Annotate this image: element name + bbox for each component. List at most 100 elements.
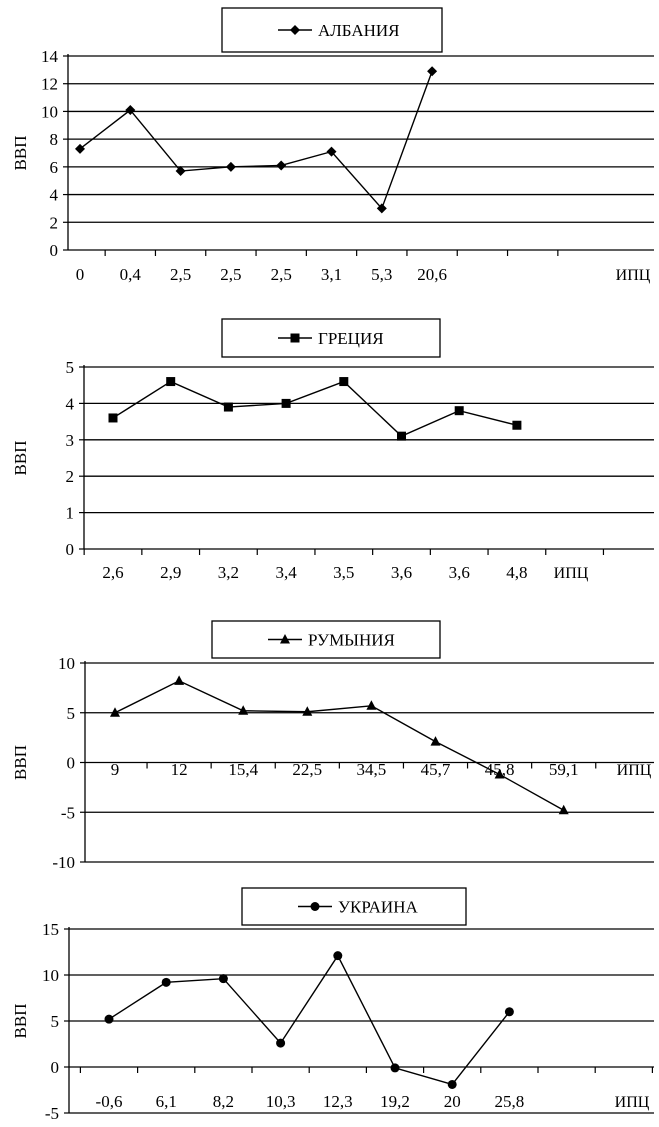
y-tick-label: 0: [66, 540, 75, 559]
x-tick-label: 12: [171, 760, 188, 779]
y-tick-label: 10: [58, 654, 75, 673]
y-tick-label: 0: [50, 241, 59, 260]
y-axis-label: ВВП: [11, 441, 30, 476]
y-tick-label: 10: [42, 966, 59, 985]
y-tick-label: 8: [50, 130, 59, 149]
data-point: [390, 1063, 400, 1073]
data-point: [225, 161, 236, 172]
series-line: [112, 380, 518, 437]
y-axis-label: ВВП: [11, 1004, 30, 1039]
x-tick-label: 2,5: [271, 265, 292, 284]
y-tick-label: 4: [50, 186, 59, 205]
data-point: [454, 406, 464, 416]
y-tick-label: 2: [66, 467, 75, 486]
legend: УКРАИНА: [241, 887, 467, 926]
series-line: [79, 71, 433, 210]
data-point: [276, 160, 287, 171]
x-tick-label: 34,5: [357, 760, 387, 779]
chart-4: -5 0 5 10 15 -0,6 6,1 8,2 10,3 12,3 19,2 20 25,8 ИПЦ В…: [11, 887, 654, 1123]
data-point: [125, 105, 136, 116]
y-tick-label: -10: [52, 853, 75, 872]
chart-3: -10-5051091215,422,534,545,745,859,1ИПЦВ…: [11, 620, 654, 872]
y-tick-label: 0: [51, 1058, 60, 1077]
y-tick-label: 5: [67, 704, 76, 723]
x-tick-label: 2,5: [220, 265, 241, 284]
chart-2: 0 1 2 3 4 5 2,6 2,9 3,2 3,4 3,5 3,6 3,6 4,8 ИПЦ ВВП ГРЕЦ…: [11, 318, 654, 582]
legend-marker: [310, 902, 320, 911]
data-point: [427, 66, 438, 77]
x-tick-label: 0: [76, 265, 85, 284]
y-tick-label: 5: [66, 358, 75, 377]
x-tick-label: 12,3: [323, 1092, 353, 1111]
x-tick-label: 10,3: [266, 1092, 296, 1111]
x-tick-label: 20,6: [417, 265, 447, 284]
legend-label: ГРЕЦИЯ: [318, 329, 384, 348]
legend-box: [211, 620, 441, 659]
legend-marker: [290, 333, 300, 343]
y-axis-label: ВВП: [11, 136, 30, 171]
data-point: [504, 1007, 514, 1017]
data-point: [108, 413, 118, 423]
x-tick-label: 19,2: [380, 1092, 410, 1111]
x-tick-label: 25,8: [495, 1092, 525, 1111]
x-tick-label: 2,6: [102, 563, 123, 582]
y-tick-label: -5: [45, 1104, 59, 1123]
legend: АЛБАНИЯ: [221, 7, 443, 53]
x-tick-label: 3,6: [391, 563, 412, 582]
data-point: [494, 768, 505, 779]
legend-box: [241, 887, 467, 926]
x-tick-label: 2,5: [170, 265, 191, 284]
chart-1: 0 2 4 6 8 10 12 14 0 0,4 2,5 2,5 2,5 3,1 5,3 20,6 ИПЦ ВВП…: [11, 7, 654, 284]
x-tick-label: 45,7: [421, 760, 451, 779]
legend: ГРЕЦИЯ: [221, 318, 441, 358]
y-tick-label: 5: [51, 1012, 60, 1031]
y-tick-label: 15: [42, 920, 59, 939]
x-tick-label: 59,1: [549, 760, 579, 779]
data-point: [302, 706, 313, 716]
x-axis-label: ИПЦ: [554, 565, 589, 582]
data-point: [223, 402, 233, 412]
y-tick-label: -5: [61, 803, 75, 822]
legend-box: [221, 7, 443, 53]
x-axis-label: ИПЦ: [615, 1094, 650, 1111]
data-point: [326, 146, 337, 157]
data-point: [238, 705, 249, 715]
data-point: [376, 203, 387, 214]
data-point: [281, 398, 291, 408]
y-tick-label: 4: [66, 394, 75, 413]
y-axis-label: ВВП: [11, 745, 30, 780]
x-tick-label: 3,4: [275, 563, 297, 582]
y-tick-label: 2: [50, 213, 59, 232]
x-tick-label: 5,3: [371, 265, 392, 284]
data-point: [161, 977, 171, 987]
data-point: [218, 974, 228, 984]
legend-marker: [290, 25, 300, 35]
x-axis-label: ИПЦ: [616, 267, 651, 284]
x-tick-label: 2,9: [160, 563, 181, 582]
data-point: [333, 951, 343, 961]
x-tick-label: 3,1: [321, 265, 342, 284]
data-point: [366, 700, 377, 710]
legend-label: УКРАИНА: [338, 898, 418, 917]
x-tick-label: 0,4: [120, 265, 142, 284]
x-tick-label: 15,4: [228, 760, 258, 779]
y-tick-label: 12: [41, 75, 58, 94]
x-tick-label: 3,2: [218, 563, 239, 582]
series-line: [114, 680, 565, 811]
y-tick-label: 3: [66, 431, 75, 450]
data-point: [110, 707, 120, 717]
data-point: [339, 377, 349, 387]
data-point: [276, 1038, 286, 1048]
data-point: [75, 143, 85, 154]
data-point: [175, 166, 186, 177]
legend-label: РУМЫНИЯ: [308, 631, 395, 650]
y-tick-label: 14: [41, 47, 59, 66]
data-point: [558, 804, 569, 815]
x-axis-label: ИПЦ: [617, 762, 652, 779]
x-tick-label: 9: [111, 760, 120, 779]
data-point: [104, 1014, 114, 1024]
legend-label: АЛБАНИЯ: [318, 21, 400, 40]
legend: РУМЫНИЯ: [211, 620, 441, 659]
data-point: [430, 736, 441, 746]
